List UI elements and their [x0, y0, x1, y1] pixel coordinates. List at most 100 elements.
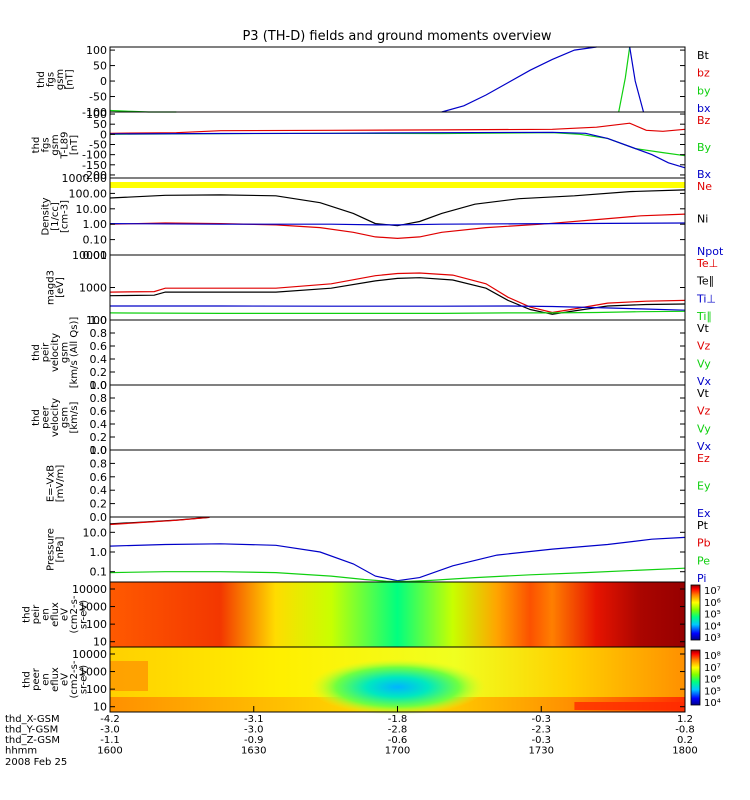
- legend-entry: Vt: [697, 387, 710, 400]
- ylabel-line: sr-eV): [79, 600, 90, 629]
- ytick-label: 10.00: [76, 203, 108, 216]
- footer-value: -2.8: [388, 725, 408, 736]
- ylabel-line: velocity: [50, 398, 61, 437]
- footer-row-label: thd_X-GSM: [5, 714, 60, 725]
- ytick-label: -100: [82, 106, 107, 119]
- legend-entry: Ez: [697, 452, 710, 465]
- colorbar: [690, 584, 701, 641]
- legend-entry: Bx: [697, 168, 712, 181]
- panel-10: 10000 1000 100 10 thdpeerenefluxeV(cm2-s-sr-…: [22, 646, 721, 715]
- ylabel-line: velocity: [50, 333, 61, 372]
- panel-frame: [109, 319, 686, 386]
- chart-title: P3 (TH-D) fields and ground moments over…: [242, 29, 551, 44]
- ylabel-line: Pressure: [45, 528, 56, 571]
- legend-entry: Bt: [697, 49, 710, 62]
- footer-value: 1700: [385, 746, 410, 757]
- ytick-label: 0.4: [90, 353, 108, 366]
- ylabel-line: thd: [22, 606, 33, 623]
- ylabel-line: eflux: [50, 602, 61, 627]
- ylabel-line: eflux: [50, 667, 61, 692]
- ytick-label: 1.0: [90, 546, 108, 559]
- ytick-label: 0.8: [90, 392, 108, 405]
- ylabel-line: [mV/m]: [55, 465, 66, 503]
- ytick-label: 1.0: [90, 444, 108, 457]
- ytick-label: 100: [86, 108, 107, 121]
- legend-entry: Vy: [697, 422, 711, 435]
- legend-entry: Ti∥: [696, 310, 712, 323]
- legend-entry: Ex: [697, 507, 711, 520]
- ytick-label: 10: [93, 701, 107, 714]
- colorbar-tick: 10⁵: [704, 610, 721, 621]
- panel-frame: [109, 254, 686, 321]
- ytick-label: 10000: [72, 249, 107, 262]
- peer-bottom-band: [574, 702, 685, 710]
- legend-entry: Vx: [697, 375, 712, 388]
- panel-frame: [109, 449, 686, 518]
- series-line-bx-1: [441, 46, 597, 113]
- ytick-label: 1.0: [90, 379, 108, 392]
- ytick-label: 1000: [79, 601, 107, 614]
- legend-entry: Pe: [697, 554, 710, 567]
- series-line-bx-3: [629, 46, 645, 113]
- ylabel-line: peer: [31, 667, 42, 691]
- ylabel-line: [km/s]: [69, 401, 80, 433]
- ylabel-line: thd: [22, 671, 33, 688]
- ytick-label: 10.0: [83, 526, 108, 539]
- ytick-label: 0.2: [90, 366, 108, 379]
- ytick-label: 0.4: [90, 418, 108, 431]
- footer-value: -0.3: [531, 735, 551, 746]
- footer-row-label: hhmm: [5, 746, 37, 757]
- footer-value: 1800: [672, 746, 697, 757]
- series-line-ti⊥-2: [110, 305, 686, 311]
- ytick-label: 0.1: [90, 566, 108, 579]
- ytick-label: 0.6: [90, 471, 108, 484]
- ytick-label: 0.10: [83, 234, 108, 247]
- ytick-label: -50: [89, 138, 107, 151]
- footer-value: 1.2: [677, 714, 693, 725]
- ytick-label: 0.2: [90, 431, 108, 444]
- legend-entry: Vz: [697, 405, 711, 418]
- ylabel-line: thd: [31, 409, 42, 426]
- colorbar-tick: 10⁷: [704, 586, 721, 597]
- series-line-bz-0: [109, 122, 686, 134]
- series-line-ni-0: [109, 189, 686, 227]
- ylabel-line: gsm: [60, 407, 71, 428]
- ylabel-line: peir: [31, 604, 42, 624]
- legend-entry: Ey: [697, 480, 711, 493]
- legend-entry: By: [697, 141, 712, 154]
- ytick-label: 0.2: [90, 498, 108, 511]
- panel-3: 1000.00 100.00 10.00 1.00 0.10 0.01 Density[1/…: [41, 172, 724, 262]
- panel-2: 100500-50-100-150-200thdfgsgsmT-L89[nT]B…: [31, 108, 712, 182]
- ytick-label: 1000: [79, 666, 107, 679]
- footer-value: -0.6: [388, 735, 408, 746]
- footer-value: -4.2: [100, 714, 120, 725]
- ylabel-line: magd3: [45, 270, 56, 305]
- panel-8: 10.0 1.0 0.1 Pressure[nPa] Pt Pb Pe Pi: [45, 516, 711, 585]
- ylabel-line: thd: [36, 71, 47, 88]
- ytick-label: 50: [93, 60, 107, 73]
- ylabel-line: T-L89: [60, 131, 71, 159]
- footer-value: -3.0: [244, 725, 264, 736]
- legend-entry: Ti⊥: [696, 292, 716, 305]
- ytick-label: 1000: [79, 282, 107, 295]
- ylabel-line: en: [41, 608, 52, 621]
- legend-entry: Pt: [697, 519, 709, 532]
- colorbar-tick: 10⁸: [704, 651, 721, 662]
- footer-value: -2.3: [531, 725, 551, 736]
- ylabel-line: en: [41, 673, 52, 686]
- legend-entry: Pi: [697, 572, 706, 585]
- panel-5: 1.00.80.60.40.20.0thdpeirvelocitygsm[km/…: [31, 314, 712, 392]
- panel-frame: [109, 111, 686, 179]
- legend-entry: Vy: [697, 357, 711, 370]
- ytick-label: 0.0: [90, 444, 108, 457]
- ylabel-line: [eV]: [55, 277, 66, 298]
- panel-frame: [109, 177, 686, 256]
- legend-entry: Te∥: [696, 275, 714, 288]
- ytick-label: 0.0: [90, 379, 108, 392]
- legend-entry: Bz: [697, 114, 711, 127]
- footer-value: 1600: [97, 746, 122, 757]
- footer-value: -3.1: [244, 714, 264, 725]
- footer-value: -0.9: [244, 735, 264, 746]
- ylabel-line: eV: [60, 608, 71, 621]
- colorbar-tick: 10⁵: [704, 686, 721, 697]
